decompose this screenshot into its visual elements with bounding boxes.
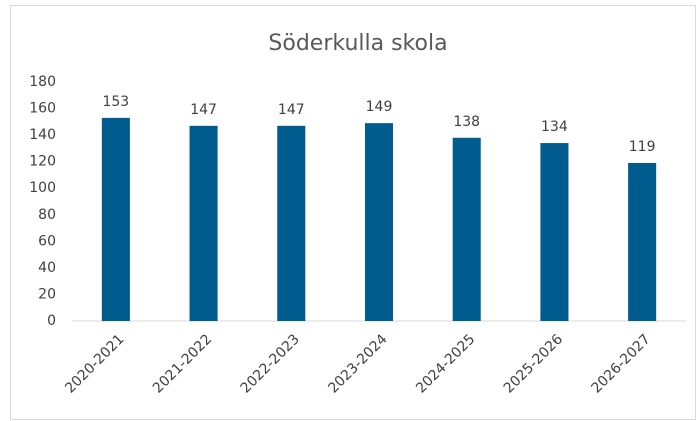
y-tick-label: 140 — [29, 127, 56, 143]
data-label: 134 — [541, 119, 568, 135]
bar — [277, 125, 306, 321]
y-tick-label: 60 — [38, 233, 56, 249]
bar — [364, 123, 394, 322]
bar — [101, 117, 130, 321]
data-label: 147 — [190, 102, 217, 118]
y-tick-label: 20 — [38, 286, 56, 302]
bar — [540, 143, 569, 321]
data-label: 153 — [102, 94, 129, 110]
chart-title: Söderkulla skola — [268, 31, 447, 56]
data-label: 149 — [366, 99, 393, 115]
y-tick-label: 160 — [29, 101, 56, 117]
y-tick-label: 180 — [29, 74, 56, 90]
data-label: 138 — [453, 114, 480, 130]
y-tick-label: 80 — [38, 207, 56, 223]
y-tick-label: 120 — [29, 154, 56, 170]
y-tick-label: 40 — [38, 260, 56, 276]
data-label: 119 — [629, 139, 656, 155]
bar — [452, 137, 481, 321]
data-label: 147 — [278, 102, 305, 118]
bar — [189, 125, 218, 321]
y-tick-label: 0 — [47, 313, 56, 329]
y-tick-label: 100 — [29, 180, 56, 196]
bar — [628, 162, 657, 321]
